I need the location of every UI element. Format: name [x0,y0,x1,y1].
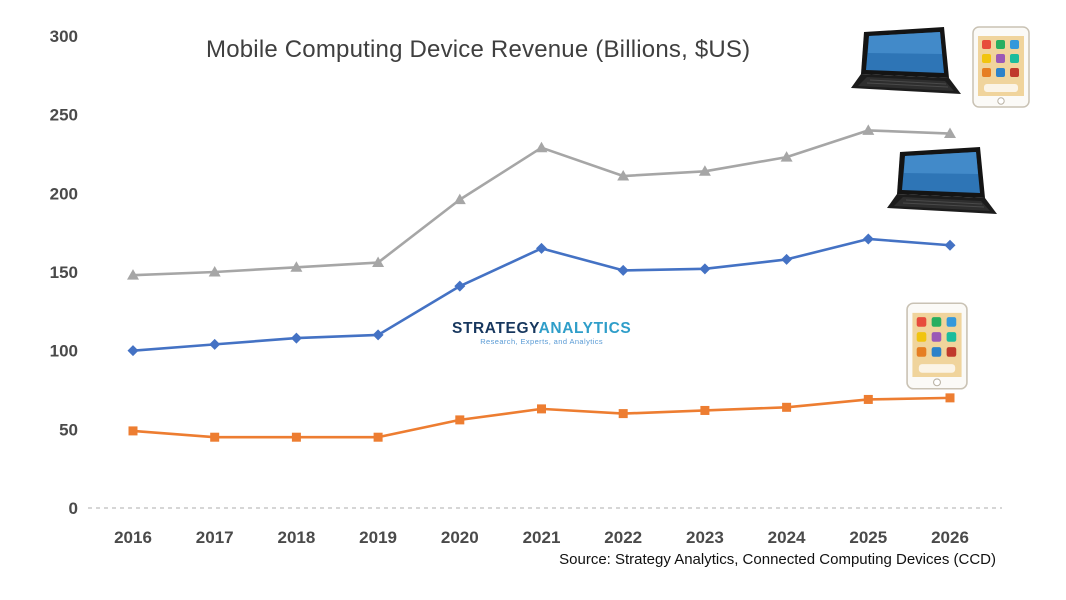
laptop-icon [848,26,964,123]
marker-tablet [537,404,546,414]
marker-laptop [944,239,956,251]
x-axis-label: 2023 [686,528,724,547]
marker-laptop [127,345,139,357]
tablet-icon [972,26,1030,113]
marker-tablet [373,432,383,442]
logo-part1: STRATEGY [452,320,539,337]
x-axis-label: 2020 [441,528,479,547]
laptop-icon [884,147,1000,242]
tablet-icon [906,302,968,394]
y-axis-label: 100 [50,342,78,361]
marker-laptop [862,233,874,245]
y-axis-label: 300 [50,27,78,46]
marker-combined [780,151,793,162]
marker-tablet [128,426,138,436]
y-axis-label: 200 [50,184,78,203]
logo-part2: ANALYTICS [538,320,632,337]
marker-laptop [454,280,466,292]
x-axis-label: 2024 [768,528,806,547]
x-axis-label: 2022 [604,528,642,547]
marker-combined [698,165,711,176]
marker-laptop [617,264,629,276]
legend-combined [848,26,1030,123]
marker-combined [208,266,221,277]
logo-text: STRATEGYANALYTICS [452,320,631,337]
marker-tablet [455,415,465,425]
marker-combined [535,141,548,153]
x-axis-label: 2021 [523,528,561,547]
y-axis-label: 0 [69,499,78,518]
marker-combined [862,124,875,135]
x-axis-label: 2018 [277,528,315,547]
marker-laptop [290,332,302,344]
x-axis-label: 2025 [849,528,887,547]
marker-combined [372,256,385,268]
legend-tablet [906,302,968,395]
marker-combined [944,127,956,139]
x-axis-label: 2019 [359,528,397,547]
marker-laptop [372,329,384,341]
legend-laptop [884,146,1000,243]
series-line-tablet [131,396,952,439]
marker-combined [290,261,303,272]
chart-title: Mobile Computing Device Revenue (Billion… [206,36,751,63]
marker-tablet [863,394,873,404]
x-axis-label: 2016 [114,528,152,547]
source-note: Source: Strategy Analytics, Connected Co… [559,551,996,568]
marker-tablet [700,405,710,415]
x-axis-label: 2026 [931,528,969,547]
y-axis-label: 250 [50,106,78,125]
x-axis-label: 2017 [196,528,234,547]
y-axis-label: 50 [59,420,78,439]
strategy-analytics-logo: STRATEGYANALYTICS Research, Experts, and… [452,320,631,346]
marker-laptop [699,263,711,275]
marker-laptop [781,253,793,265]
marker-tablet [782,402,792,412]
marker-laptop [536,242,547,254]
marker-tablet [291,432,301,442]
y-axis-label: 150 [50,263,78,282]
marker-tablet [618,409,628,419]
logo-tagline: Research, Experts, and Analytics [480,337,604,347]
marker-combined [617,170,630,181]
marker-combined [453,193,466,205]
marker-tablet [945,393,955,403]
marker-tablet [210,432,220,442]
marker-laptop [209,338,221,350]
marker-combined [127,269,139,280]
